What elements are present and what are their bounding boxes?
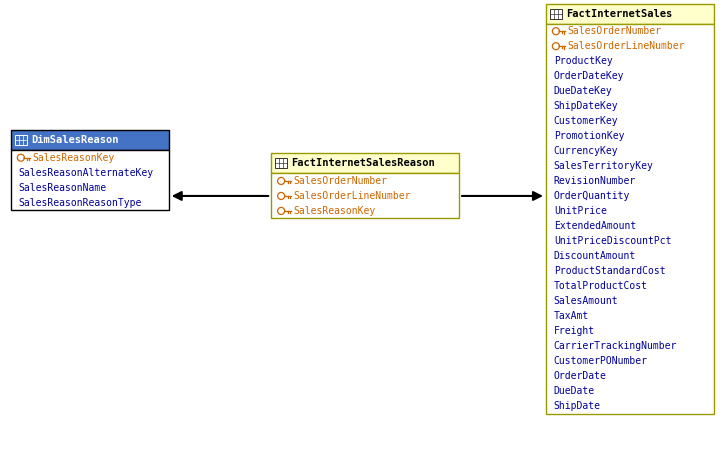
Text: DueDate: DueDate [554,386,595,396]
Bar [275,159,287,168]
Text: OrderDateKey: OrderDateKey [554,71,625,81]
Text: CurrencyKey: CurrencyKey [554,146,618,156]
Bar [550,9,562,19]
Text: ShipDateKey: ShipDateKey [554,101,618,111]
Bar [546,4,714,24]
Text: FactInternetSales: FactInternetSales [566,9,672,19]
Text: SalesReasonName: SalesReasonName [19,183,107,193]
Text: SalesOrderLineNumber: SalesOrderLineNumber [568,41,685,51]
Text: Freight: Freight [554,326,595,336]
Text: ExtendedAmount: ExtendedAmount [554,221,636,231]
Text: SalesOrderNumber: SalesOrderNumber [568,26,662,36]
Text: ProductStandardCost: ProductStandardCost [554,266,665,276]
Text: DiscountAmount: DiscountAmount [554,251,636,261]
Text: OrderQuantity: OrderQuantity [554,191,630,201]
Text: DimSalesReason: DimSalesReason [31,135,119,145]
Bar [11,130,169,150]
Text: SalesTerritoryKey: SalesTerritoryKey [554,161,654,171]
Text: SalesReasonAlternateKey: SalesReasonAlternateKey [19,168,154,178]
Text: DueDateKey: DueDateKey [554,86,612,96]
Text: SalesOrderNumber: SalesOrderNumber [293,176,387,186]
Bar [15,135,27,145]
Text: OrderDate: OrderDate [554,371,607,381]
Text: SalesReasonReasonType: SalesReasonReasonType [19,198,142,208]
Bar [271,153,459,173]
Text: TaxAmt: TaxAmt [554,311,589,321]
Text: TotalProductCost: TotalProductCost [554,281,648,291]
Bar [11,150,169,210]
Text: UnitPrice: UnitPrice [554,206,607,216]
Text: PromotionKey: PromotionKey [554,131,625,141]
Text: CustomerKey: CustomerKey [554,116,618,126]
Text: ProductKey: ProductKey [554,56,612,66]
Text: ShipDate: ShipDate [554,401,601,411]
Text: CustomerPONumber: CustomerPONumber [554,356,648,366]
Text: UnitPriceDiscountPct: UnitPriceDiscountPct [554,236,672,246]
Text: SalesOrderLineNumber: SalesOrderLineNumber [293,191,411,201]
Text: RevisionNumber: RevisionNumber [554,176,636,186]
Bar [546,24,714,414]
Text: SalesReasonKey: SalesReasonKey [293,206,375,216]
Bar [271,173,459,219]
Text: SalesReasonKey: SalesReasonKey [33,153,115,163]
Text: SalesAmount: SalesAmount [554,296,618,306]
Text: CarrierTrackingNumber: CarrierTrackingNumber [554,341,677,351]
Text: FactInternetSalesReason: FactInternetSalesReason [291,159,435,168]
